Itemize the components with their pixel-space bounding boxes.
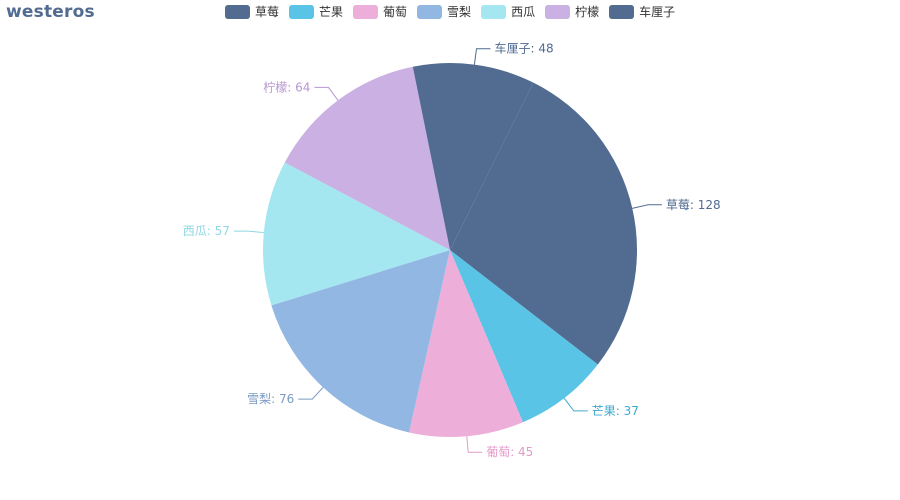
legend-swatch (353, 4, 379, 19)
data-label: 芒果: 37 (592, 403, 639, 418)
legend-label: 柠檬 (575, 5, 600, 19)
legend-label: 西瓜 (511, 5, 536, 19)
label-leader-line (298, 387, 324, 400)
pie-slice[interactable] (271, 250, 450, 433)
label-leader-line (466, 436, 483, 453)
data-label: 西瓜: 57 (183, 224, 230, 238)
label-leader-line (314, 86, 339, 101)
legend-swatch (417, 4, 443, 19)
legend-swatch (609, 4, 635, 19)
label-leader-line (563, 397, 588, 412)
label-leader-line (632, 204, 662, 209)
legend-item[interactable]: 草莓 (225, 3, 279, 20)
data-label: 雪梨: 76 (247, 392, 294, 406)
legend-swatch (545, 4, 571, 19)
legend-item[interactable]: 葡萄 (353, 3, 407, 20)
legend: 草莓 芒果 葡萄 雪梨 西瓜 柠檬 车厘子 (225, 3, 675, 20)
legend-item[interactable]: 柠檬 (545, 3, 599, 20)
legend-item[interactable]: 西瓜 (481, 3, 535, 20)
data-label: 草莓: 128 (666, 198, 721, 212)
data-label: 柠檬: 64 (263, 79, 310, 94)
data-label: 葡萄: 45 (486, 445, 533, 459)
pie-slice[interactable] (409, 250, 523, 438)
label-leader-line (473, 48, 491, 65)
chart-title: westeros (6, 2, 95, 22)
pie-slice[interactable] (263, 162, 450, 306)
legend-item[interactable]: 车厘子 (609, 3, 675, 20)
legend-swatch (289, 4, 315, 19)
data-label: 车厘子: 48 (495, 41, 554, 56)
legend-label: 草莓 (255, 5, 280, 19)
pie-slice[interactable] (450, 82, 637, 365)
legend-label: 芒果 (319, 5, 344, 19)
legend-label: 葡萄 (383, 5, 408, 19)
legend-swatch (481, 4, 507, 19)
pie-slice[interactable] (284, 66, 450, 251)
pie-slice[interactable] (412, 63, 534, 250)
pie-slice[interactable] (450, 250, 598, 423)
legend-label: 雪梨 (447, 5, 472, 19)
legend-item[interactable]: 芒果 (289, 3, 343, 20)
legend-swatch (225, 4, 250, 19)
legend-item[interactable]: 雪梨 (417, 3, 471, 20)
legend-label: 车厘子 (639, 5, 676, 19)
label-leader-line (233, 230, 264, 234)
